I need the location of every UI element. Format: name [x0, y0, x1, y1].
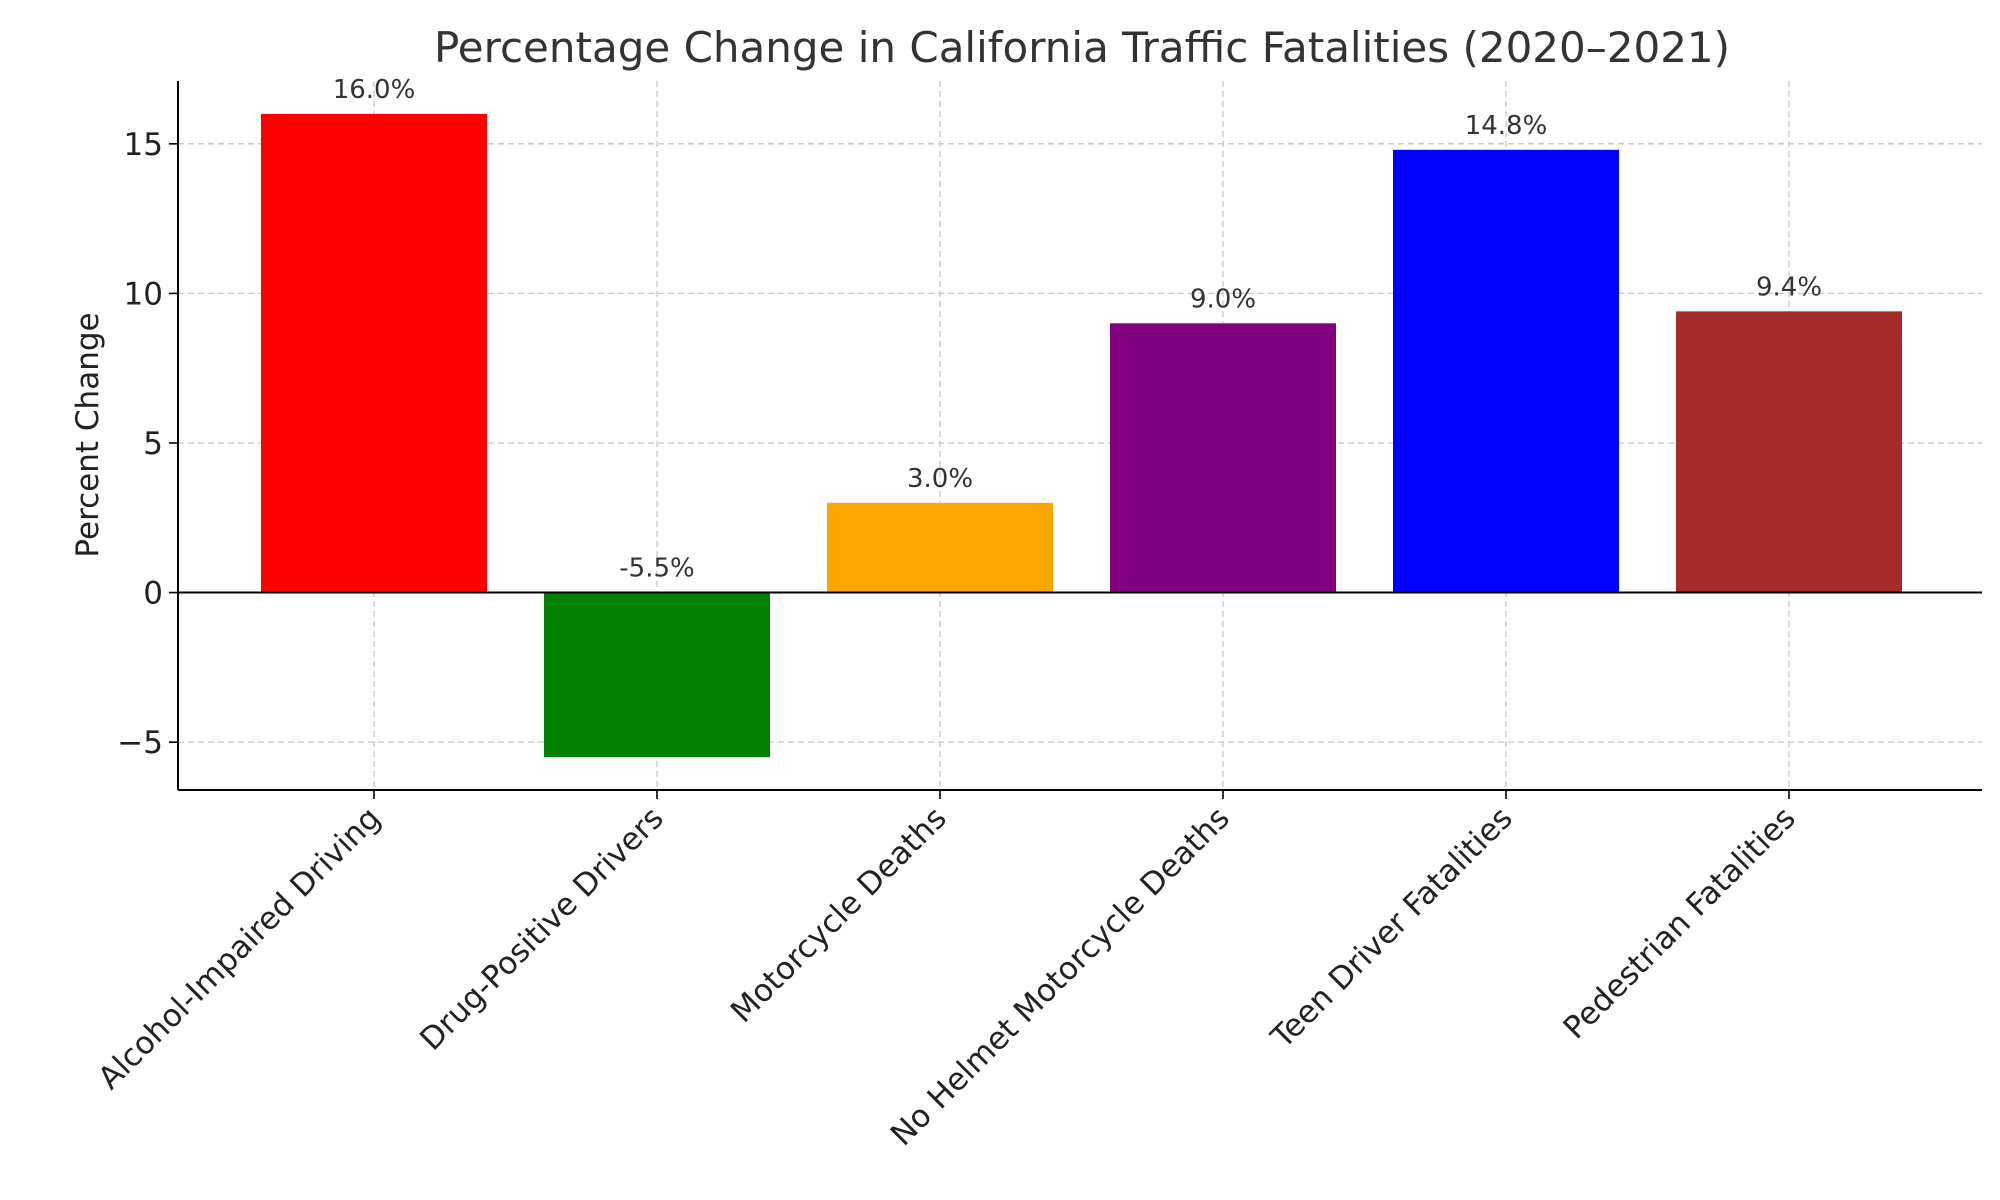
data-label: 16.0% — [333, 75, 416, 105]
bar — [1393, 149, 1619, 593]
bars — [261, 113, 1902, 758]
data-label: 9.4% — [1756, 272, 1822, 302]
bar — [261, 113, 487, 593]
bar — [827, 502, 1053, 593]
chart-title: Percentage Change in California Traffic … — [434, 23, 1730, 72]
bar — [1676, 311, 1902, 593]
data-label: -5.5% — [619, 554, 694, 584]
data-label: 14.8% — [1465, 111, 1548, 141]
x-tick-label: No Helmet Motorcycle Deaths — [884, 800, 1237, 1153]
x-ticks: Alcohol-Impaired Driving Drug-Positive Dr… — [91, 790, 1803, 1153]
y-ticks: −5 0 5 10 15 — [117, 127, 178, 761]
x-tick-label: Teen Driver Fatalities — [1264, 800, 1520, 1056]
x-tick-label: Drug-Positive Drivers — [413, 800, 670, 1057]
y-tick-label: −5 — [117, 725, 163, 761]
y-tick-label: 10 — [124, 276, 163, 312]
x-tick-label: Alcohol-Impaired Driving — [91, 800, 387, 1096]
data-labels: 16.0% -5.5% 3.0% 9.0% 14.8% 9.4% — [333, 75, 1822, 584]
data-label: 3.0% — [907, 464, 973, 494]
y-tick-label: 15 — [124, 127, 163, 163]
x-tick-label: Motorcycle Deaths — [724, 800, 954, 1030]
bar — [544, 592, 770, 758]
x-tick-label: Pedestrian Fatalities — [1557, 800, 1803, 1046]
y-axis-label: Percent Change — [70, 312, 106, 557]
data-label: 9.0% — [1190, 284, 1256, 314]
axes — [177, 81, 1982, 791]
bar — [1110, 323, 1336, 593]
y-tick-label: 5 — [143, 426, 163, 462]
y-tick-label: 0 — [143, 576, 163, 612]
